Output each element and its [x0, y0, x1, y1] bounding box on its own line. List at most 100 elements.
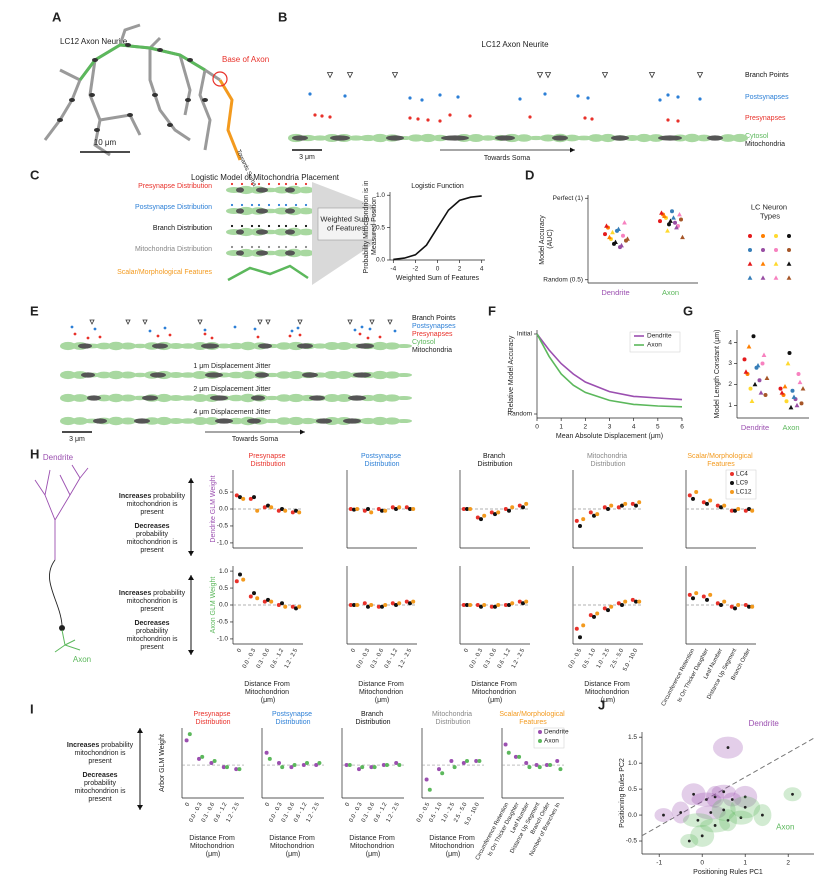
- cytosol: [60, 416, 76, 426]
- data-point: [461, 603, 466, 607]
- y-tick-label: 0.0: [376, 257, 385, 264]
- effect-line: present: [88, 758, 112, 765]
- y-tick-label: 0.0: [628, 812, 637, 819]
- cytosol: [168, 417, 184, 425]
- cytosol: [576, 135, 592, 141]
- mitochondrion: [256, 187, 268, 193]
- effect-bold: Increases: [66, 742, 100, 749]
- data-point: [394, 507, 398, 511]
- neurite-title: LC12 Axon Neurite: [60, 37, 128, 46]
- mitochondrion: [348, 395, 366, 401]
- y-tick-label: 0.5: [628, 786, 637, 793]
- chart-title: Postsynapse Distribution: [272, 711, 314, 726]
- data-point: [736, 603, 741, 607]
- cytosol: [72, 417, 88, 425]
- row-label: Branch Points: [412, 315, 456, 322]
- data-point: [383, 508, 388, 513]
- x-axis-label: Mean Absolute Displacement (μm): [556, 433, 663, 440]
- data-point: [578, 635, 582, 640]
- data-point: [347, 763, 352, 768]
- data-point: [301, 763, 306, 768]
- presynapse: [86, 336, 90, 340]
- neurite-branch: [43, 43, 221, 141]
- branch-point: [326, 72, 334, 79]
- data-point: [212, 758, 217, 763]
- data-point: [779, 390, 785, 395]
- cytosol: [120, 342, 136, 350]
- data-point: [671, 215, 676, 220]
- input-label: Scalar/Morphological Features: [117, 269, 212, 276]
- x-tick-label: 0.3 - 0.6: [483, 648, 498, 670]
- data-point: [696, 818, 700, 822]
- mitochondrion: [658, 135, 682, 141]
- data-point: [630, 597, 635, 602]
- legend-label: LC12: [736, 489, 752, 496]
- input-mark: [304, 203, 308, 207]
- postsynapse: [666, 93, 670, 97]
- data-point: [305, 761, 309, 765]
- data-point: [477, 758, 482, 763]
- row-label: Mitochondria: [745, 141, 785, 148]
- data-point: [621, 233, 625, 238]
- mitochondrion: [205, 372, 223, 378]
- mitochondrion: [152, 93, 158, 97]
- input-label: Mitochondria Distribution: [135, 246, 212, 253]
- sum-box: [317, 207, 375, 241]
- data-point: [670, 209, 674, 214]
- cytosol: [420, 133, 436, 143]
- input-mark: [277, 203, 281, 207]
- effect-line: probability: [136, 628, 168, 635]
- data-point: [366, 507, 370, 511]
- postsynapse: [353, 328, 357, 332]
- cytosol: [288, 393, 304, 403]
- row-label: Cytosol: [745, 133, 769, 140]
- input-mark: [230, 224, 234, 228]
- y-axis-label: Axon GLM Weight: [210, 577, 217, 634]
- cytosol: [276, 342, 292, 350]
- cytosol: [360, 134, 376, 142]
- legend-label: Axon: [647, 342, 662, 349]
- cytosol: [372, 393, 388, 403]
- mitochondrion: [552, 135, 568, 141]
- cytosol: [120, 394, 136, 402]
- y-axis-label: Positioning Rules PC2: [619, 758, 626, 828]
- postsynapse: [586, 96, 590, 100]
- arbor-label: Axon: [73, 655, 91, 664]
- data-point: [625, 236, 630, 241]
- cytosol: [298, 228, 314, 236]
- x-tick-label: 0: [535, 424, 539, 431]
- data-point: [662, 813, 665, 817]
- data-point: [369, 603, 374, 607]
- presynapse: [528, 115, 532, 119]
- arrow-head: [188, 650, 194, 655]
- data-point: [427, 787, 432, 792]
- input-mark: [277, 245, 281, 249]
- data-point: [369, 765, 374, 770]
- x-tick-label: 0.5 - 1.0: [582, 648, 597, 670]
- cytosol: [274, 249, 290, 257]
- cytosol: [168, 394, 184, 402]
- mitochondrion: [94, 128, 100, 132]
- input-mark: [284, 245, 288, 249]
- data-point: [722, 808, 726, 812]
- cytosol: [180, 395, 196, 401]
- data-point: [380, 508, 384, 513]
- data-point: [602, 606, 607, 611]
- data-point: [799, 401, 804, 406]
- input-mark: [294, 203, 298, 207]
- legend-swatch: [748, 248, 752, 252]
- data-point: [255, 508, 260, 513]
- cytosol: [132, 372, 148, 378]
- branch-point: [536, 72, 544, 79]
- cytosol: [624, 135, 640, 141]
- cytosol: [298, 249, 314, 257]
- data-point: [620, 503, 624, 508]
- cytosol: [228, 342, 244, 350]
- data-point: [719, 505, 723, 510]
- data-point: [673, 220, 677, 225]
- chart-title: Presynapse Distribution: [249, 453, 288, 468]
- mitochondrion: [353, 372, 371, 378]
- data-point: [280, 601, 284, 606]
- data-point: [479, 517, 483, 522]
- effect-line: present: [140, 509, 164, 516]
